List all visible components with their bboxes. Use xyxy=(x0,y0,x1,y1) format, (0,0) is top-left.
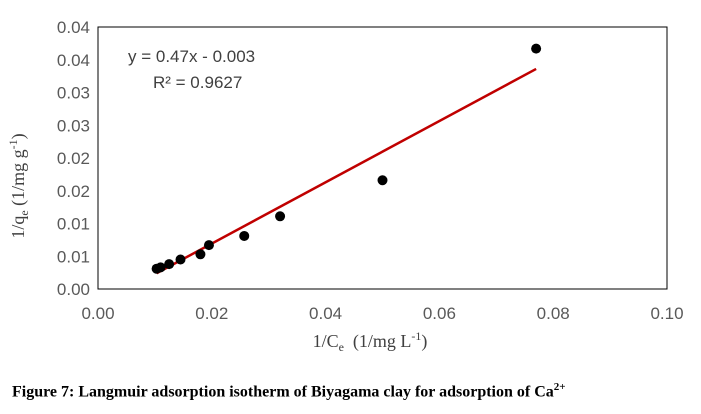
x-title-rest: (1/mg L xyxy=(344,331,412,352)
caption-text: Figure 7: Langmuir adsorption isotherm o… xyxy=(12,383,554,401)
x-tick-label: 0.04 xyxy=(309,304,342,323)
y-tick-label: 0.00 xyxy=(57,280,90,299)
x-axis-title: 1/Ce (1/mg L-1) xyxy=(313,329,428,354)
data-point xyxy=(195,249,206,260)
caption-superscript: 2+ xyxy=(553,381,566,393)
data-point xyxy=(377,175,388,186)
data-points xyxy=(151,43,542,274)
data-point xyxy=(203,240,214,251)
figure-caption: Figure 7: Langmuir adsorption isotherm o… xyxy=(12,381,566,401)
data-point xyxy=(164,259,175,270)
x-axis-ticks: 0.00 0.02 0.04 0.06 0.08 0.10 xyxy=(81,304,683,323)
x-tick-label: 0.00 xyxy=(81,304,114,323)
y-tick-label: 0.03 xyxy=(57,116,90,135)
x-title-main: 1/C xyxy=(313,331,339,351)
x-title-sup: -1 xyxy=(411,329,421,343)
x-title-sub: e xyxy=(339,340,344,354)
y-title-sub: e xyxy=(17,210,31,215)
x-tick-label: 0.08 xyxy=(537,304,570,323)
data-point xyxy=(239,230,250,241)
y-tick-label: 0.01 xyxy=(57,247,90,266)
y-title-rest: (1/mg g xyxy=(8,149,29,210)
x-tick-label: 0.06 xyxy=(423,304,456,323)
data-point xyxy=(175,254,186,265)
y-title-end: ) xyxy=(8,133,29,139)
y-title-sup: -1 xyxy=(6,139,20,149)
r-squared: R² = 0.9627 xyxy=(153,73,242,92)
y-tick-label: 0.01 xyxy=(57,215,90,234)
plot-frame xyxy=(97,26,668,290)
y-axis-ticks: 0.00 0.01 0.01 0.02 0.02 0.03 0.03 0.04 0.04 xyxy=(57,18,90,299)
x-title-end: ) xyxy=(421,331,427,352)
trendline xyxy=(156,67,537,275)
y-tick-label: 0.03 xyxy=(57,84,90,103)
data-point xyxy=(531,43,542,54)
y-tick-label: 0.02 xyxy=(57,149,90,168)
data-point xyxy=(275,211,286,222)
trendline-equation: y = 0.47x - 0.003 xyxy=(128,47,255,66)
x-tick-label: 0.02 xyxy=(195,304,228,323)
y-title-main: 1/q xyxy=(8,216,28,239)
data-point xyxy=(155,262,166,273)
y-axis-title: 1/qe (1/mg g-1) xyxy=(6,133,31,238)
x-tick-label: 0.10 xyxy=(650,304,683,323)
chart: 0.00 0.01 0.01 0.02 0.02 0.03 0.03 0.04 0.04 0.0… xyxy=(6,18,684,354)
y-tick-label: 0.04 xyxy=(57,18,90,37)
y-tick-label: 0.02 xyxy=(57,182,90,201)
y-tick-label: 0.04 xyxy=(57,51,90,70)
